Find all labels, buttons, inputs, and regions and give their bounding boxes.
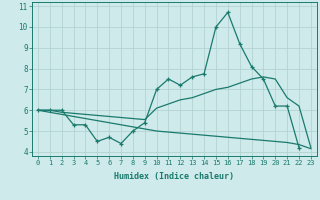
X-axis label: Humidex (Indice chaleur): Humidex (Indice chaleur) [115,172,234,181]
